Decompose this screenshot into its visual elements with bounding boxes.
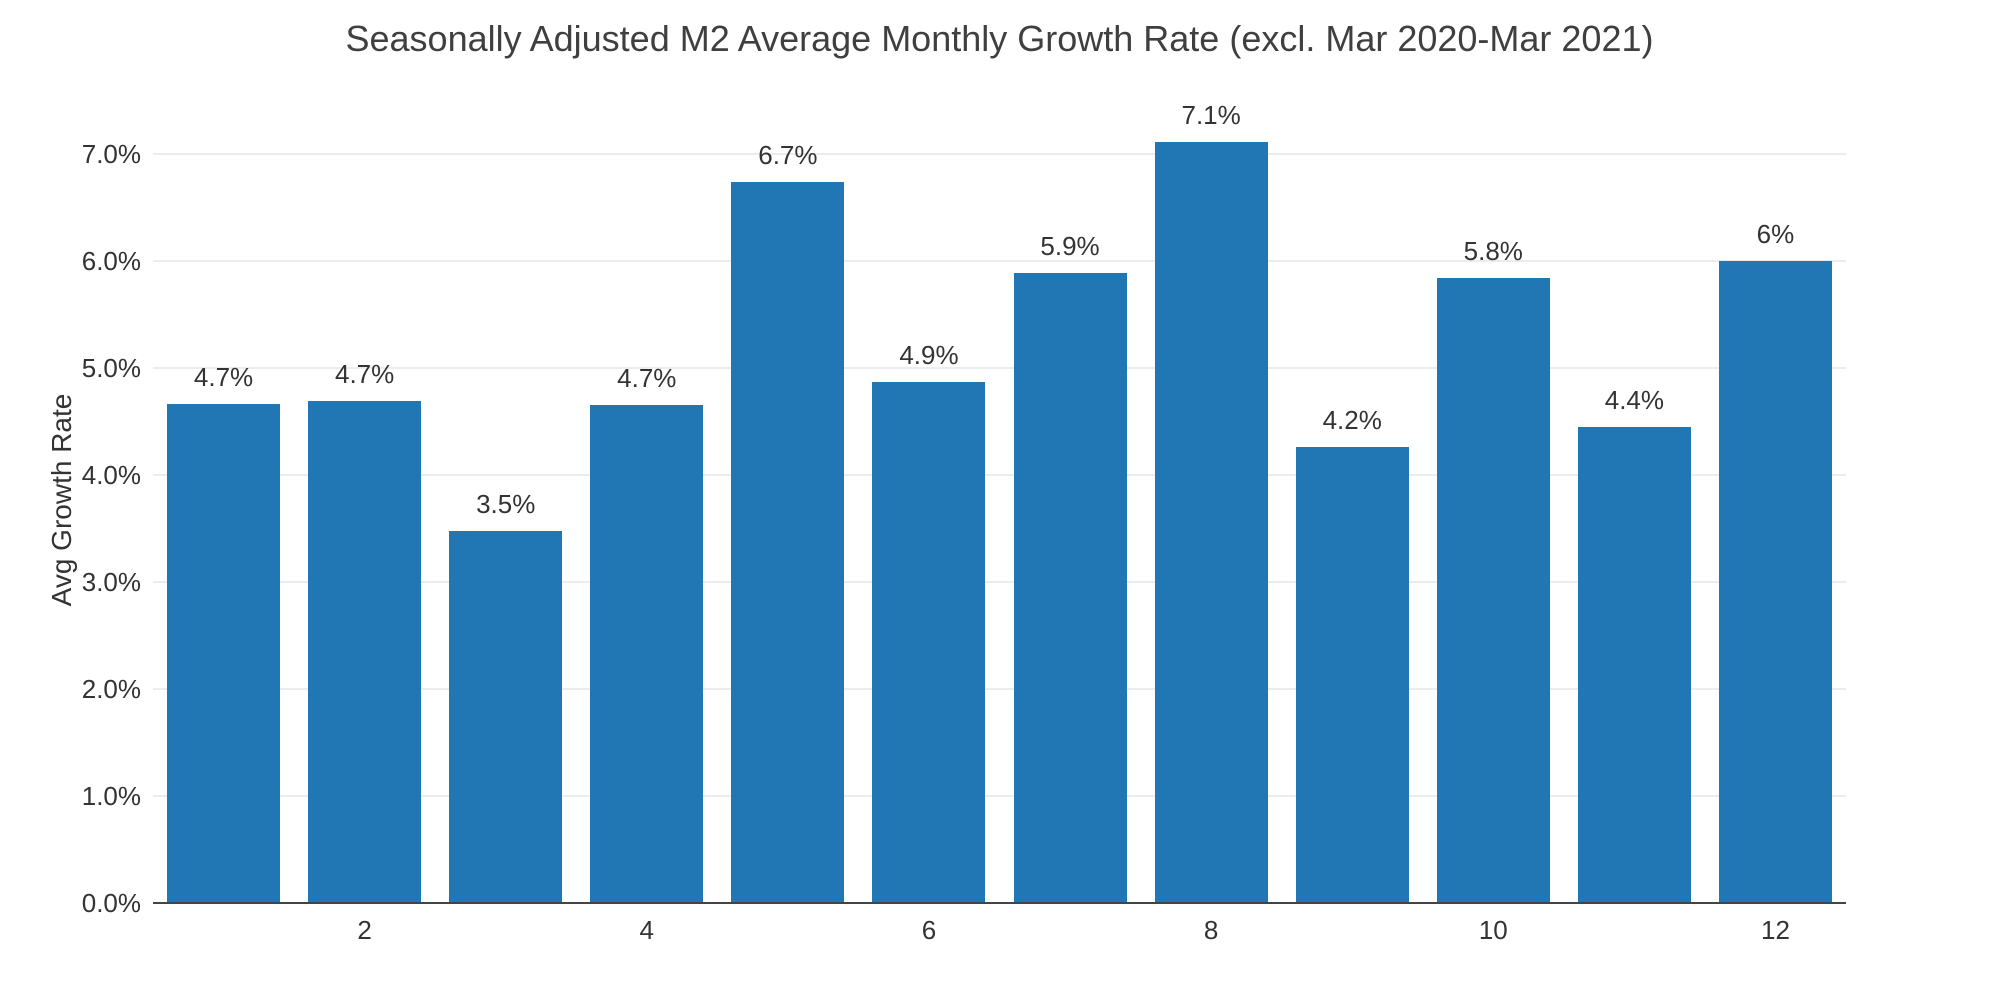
gridline-4.0%: [153, 473, 1846, 476]
bar-label-month-7: 5.9%: [1040, 231, 1100, 262]
bar-label-month-2: 4.7%: [334, 358, 395, 389]
x-tick-2: 2: [357, 915, 372, 945]
bar-label-month-8: 7.1%: [1181, 99, 1241, 130]
y-tick-6.0%: 6.0%: [81, 245, 141, 276]
gridline-7.0%: [153, 152, 1846, 155]
bar-month-9[interactable]: [1296, 446, 1409, 903]
y-tick-4.0%: 4.0%: [81, 459, 141, 490]
y-tick-0.0%: 0.0%: [81, 888, 141, 918]
gridline-2.0%: [153, 687, 1846, 690]
bar-label-month-3: 3.5%: [476, 489, 536, 520]
x-tick-6: 6: [921, 915, 937, 945]
y-tick-1.0%: 1.0%: [81, 780, 141, 811]
x-tick-4: 4: [639, 915, 655, 945]
bar-month-10[interactable]: [1437, 277, 1550, 903]
bar-month-3[interactable]: [449, 531, 562, 903]
bar-label-month-1: 4.7%: [193, 362, 254, 393]
bar-label-month-6: 4.9%: [899, 339, 959, 370]
bar-label-month-5: 6.7%: [758, 140, 818, 171]
bar-label-month-9: 4.2%: [1322, 404, 1382, 435]
bar-label-month-11: 4.4%: [1604, 384, 1665, 415]
gridline-3.0%: [153, 580, 1846, 583]
x-tick-10: 10: [1478, 915, 1508, 945]
bar-label-month-12: 6%: [1756, 218, 1795, 249]
gridline-6.0%: [153, 259, 1846, 262]
x-tick-12: 12: [1760, 915, 1790, 945]
bar-label-month-10: 5.8%: [1463, 235, 1523, 266]
bar-month-6[interactable]: [872, 381, 985, 903]
bar-month-5[interactable]: [731, 182, 844, 903]
bar-month-11[interactable]: [1578, 426, 1691, 903]
y-tick-2.0%: 2.0%: [81, 673, 141, 704]
bar-label-month-4: 4.7%: [617, 363, 677, 394]
y-tick-3.0%: 3.0%: [81, 566, 141, 597]
y-tick-5.0%: 5.0%: [81, 352, 141, 383]
bar-month-12[interactable]: [1719, 260, 1832, 903]
bar-month-8[interactable]: [1155, 141, 1268, 903]
gridline-1.0%: [153, 794, 1846, 797]
y-tick-7.0%: 7.0%: [81, 138, 141, 169]
bar-month-4[interactable]: [590, 405, 703, 903]
x-tick-8: 8: [1203, 915, 1219, 945]
x-axis-line: [153, 902, 1846, 904]
gridline-5.0%: [153, 366, 1846, 369]
bar-month-2[interactable]: [308, 400, 421, 903]
chart-title: Seasonally Adjusted M2 Average Monthly G…: [345, 18, 1654, 59]
bar-month-1[interactable]: [167, 404, 280, 903]
bar-month-7[interactable]: [1014, 273, 1127, 903]
